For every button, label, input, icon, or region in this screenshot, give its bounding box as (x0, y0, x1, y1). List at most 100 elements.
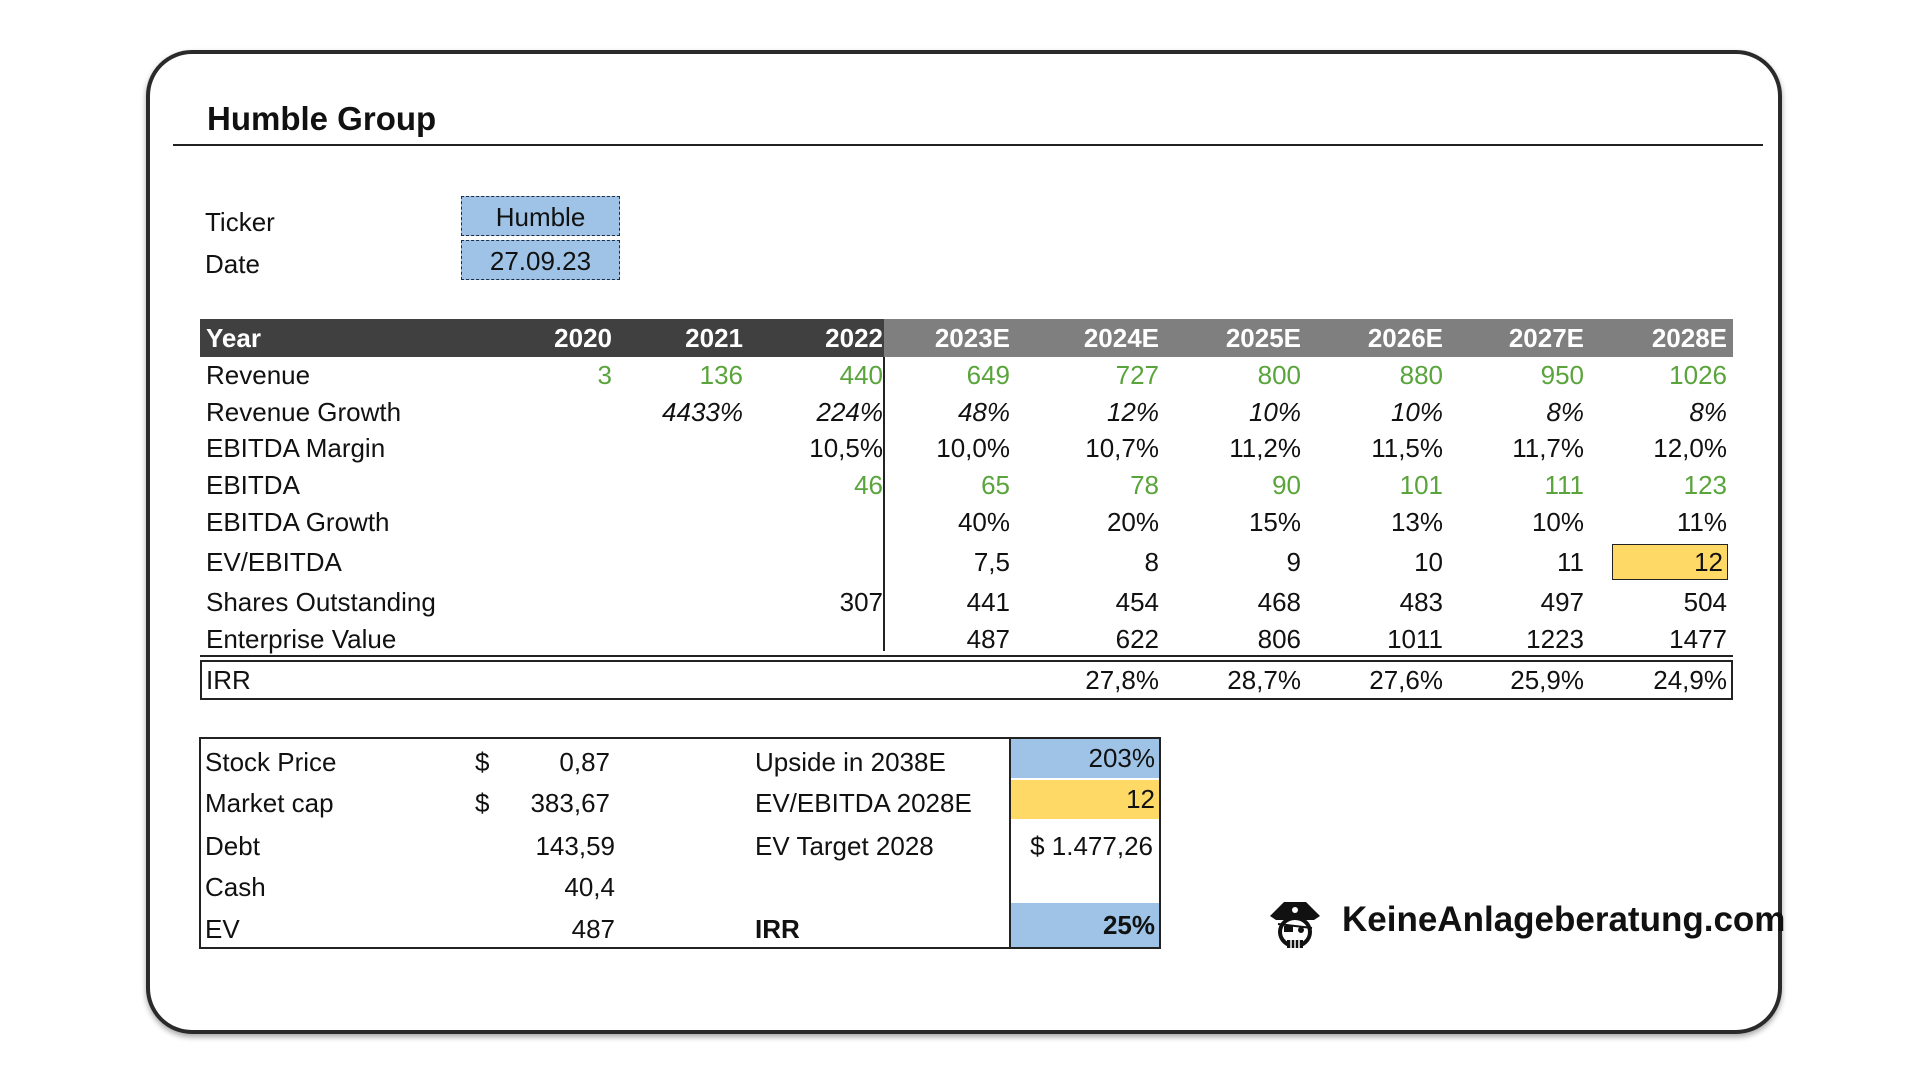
table-cell (623, 540, 743, 584)
table-cell: 497 (1540, 587, 1584, 618)
table-cell: 8% (1546, 396, 1584, 427)
debt-value: 143,59 (535, 830, 615, 861)
row-label: Enterprise Value (206, 623, 397, 654)
table-cell (623, 430, 743, 467)
ev-label: EV (205, 913, 240, 944)
ticker-value-cell[interactable]: Humble (461, 196, 620, 236)
table-cell: 123 (1683, 469, 1727, 500)
table-cell: 10% (1390, 396, 1443, 427)
table-cell: 11 (1557, 546, 1584, 577)
date-value-cell[interactable]: 27.09.23 (461, 240, 620, 280)
table-cell (623, 584, 743, 621)
irr-cell (890, 662, 1010, 698)
irr-cell: 27,6% (1369, 664, 1443, 695)
table-cell (492, 540, 612, 584)
table-cell: 487 (966, 623, 1010, 654)
row-label: EBITDA Margin (206, 433, 386, 464)
table-cell (763, 621, 883, 658)
table-cell: 11,2% (1229, 433, 1301, 464)
table-cell: 90 (1272, 469, 1301, 500)
table-row: Enterprise Value 487 622 806 1011 1223 1477 (200, 621, 1733, 658)
irr-cell (492, 662, 612, 698)
table-row: EBITDA 46 65 78 90 101 111 123 (200, 467, 1733, 504)
table-cell: 7,5 (973, 546, 1010, 577)
table-cell (492, 621, 612, 658)
ev-value: 487 (571, 913, 615, 944)
pirate-skull-icon (1264, 894, 1326, 956)
report-card (146, 50, 1782, 1034)
table-cell: 10 (1414, 546, 1443, 577)
table-cell (492, 467, 612, 504)
table-cell: 13% (1390, 506, 1443, 537)
table-cell (623, 621, 743, 658)
table-cell: 12,0% (1653, 433, 1727, 464)
table-row: EV/EBITDA 7,5 8 9 10 11 12 (200, 540, 1733, 584)
table-row: Shares Outstanding 307 441 454 468 483 497 504 (200, 584, 1733, 621)
projection-header-shade (884, 319, 1733, 357)
header-year-2024e: 2024E (1083, 322, 1159, 353)
date-label: Date (205, 249, 260, 279)
table-cell: 48% (957, 396, 1010, 427)
header-year-2020: 2020 (554, 322, 612, 353)
stock-price-label: Stock Price (205, 746, 337, 777)
header-year-2023e: 2023E (934, 322, 1010, 353)
table-bottom-rule (200, 655, 1733, 657)
row-label: Shares Outstanding (206, 587, 436, 618)
header-year-2025e: 2025E (1225, 322, 1301, 353)
irr-cell: 25,9% (1510, 664, 1584, 695)
table-row: Revenue Growth 4433% 224% 48% 12% 10% 10% 8% 8% (200, 394, 1733, 431)
irr-cell: 24,9% (1653, 664, 1727, 695)
table-cell: 10% (1248, 396, 1301, 427)
table-cell: 454 (1115, 587, 1159, 618)
table-cell: 10,5% (809, 433, 883, 464)
table-cell: 15% (1248, 506, 1301, 537)
table-cell: 307 (839, 587, 883, 618)
header-year-2021: 2021 (685, 322, 743, 353)
table-cell: 101 (1399, 469, 1443, 500)
market-cap-value: 383,67 (530, 787, 610, 818)
summary-irr-value[interactable]: 25% (1011, 903, 1159, 947)
ev-ebitda-2028-label: EV/EBITDA 2028E (755, 787, 972, 818)
table-cell (492, 430, 612, 467)
table-cell: 10,7% (1085, 433, 1159, 464)
irr-cell (763, 662, 883, 698)
header-year-label: Year (206, 322, 261, 353)
table-cell: 46 (854, 469, 883, 500)
row-label: Revenue Growth (206, 396, 402, 427)
table-cell: 440 (839, 359, 883, 390)
cash-label: Cash (205, 871, 266, 902)
irr-row: IRR 27,8% 28,7% 27,6% 25,9% 24,9% (200, 660, 1733, 700)
upside-value[interactable]: 203% (1011, 739, 1159, 778)
historic-projection-divider (883, 357, 885, 651)
table-cell (492, 504, 612, 541)
table-cell: 65 (981, 469, 1010, 500)
ev-ebitda-2028-value[interactable]: 12 (1011, 780, 1159, 819)
table-cell: 11,7% (1512, 433, 1584, 464)
header-year-2026e: 2026E (1367, 322, 1443, 353)
irr-cell: 28,7% (1227, 664, 1301, 695)
row-label: EBITDA Growth (206, 506, 390, 537)
table-cell: 10,0% (936, 433, 1010, 464)
table-cell[interactable]: 12 (1612, 544, 1728, 581)
page-title: Humble Group (207, 100, 437, 137)
stock-price-value: 0,87 (559, 746, 610, 777)
header-year-2028e: 2028E (1651, 322, 1727, 353)
row-label: Revenue (206, 359, 311, 390)
table-cell: 622 (1115, 623, 1159, 654)
table-cell: 649 (966, 359, 1010, 390)
stock-price-currency: $ (475, 746, 490, 777)
table-cell: 40% (957, 506, 1010, 537)
table-cell: 468 (1257, 587, 1301, 618)
table-cell (763, 540, 883, 584)
ev-target-value: $ 1.477,26 (1030, 830, 1153, 861)
table-cell (623, 504, 743, 541)
table-cell: 1477 (1669, 623, 1727, 654)
header-year-2022: 2022 (825, 322, 883, 353)
irr-cell: 27,8% (1085, 664, 1159, 695)
table-cell: 20% (1106, 506, 1159, 537)
table-cell: 10% (1531, 506, 1584, 537)
table-cell: 8 (1144, 546, 1159, 577)
table-header-row: Year 2020 2021 2022 2023E 2024E 2025E 2026E 202… (200, 319, 1733, 357)
table-cell: 800 (1257, 359, 1301, 390)
table-row: EBITDA Growth 40% 20% 15% 13% 10% 11% (200, 504, 1733, 541)
